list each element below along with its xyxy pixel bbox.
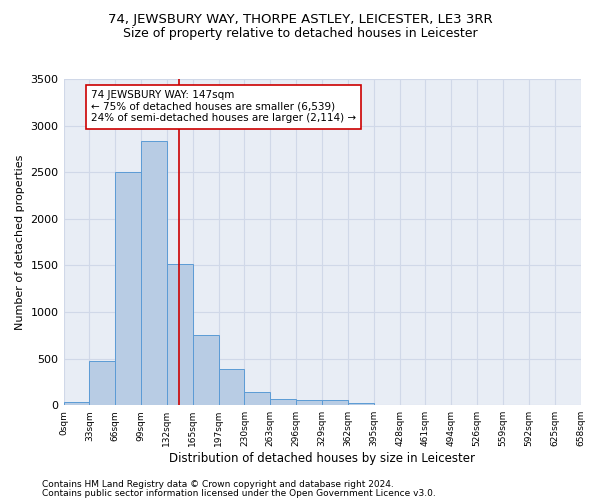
Bar (89, 362, 115, 405)
X-axis label: Distribution of detached houses by size in Leicester: Distribution of detached houses by size … (169, 452, 475, 465)
Y-axis label: Number of detached properties: Number of detached properties (15, 154, 25, 330)
Bar (244, 392, 271, 405)
Bar (141, 142, 167, 405)
Text: 74 JEWSBURY WAY: 147sqm
← 75% of detached houses are smaller (6,539)
24% of semi: 74 JEWSBURY WAY: 147sqm ← 75% of detache… (91, 90, 356, 124)
Text: 74, JEWSBURY WAY, THORPE ASTLEY, LEICESTER, LE3 3RR: 74, JEWSBURY WAY, THORPE ASTLEY, LEICEST… (107, 12, 493, 26)
Text: Size of property relative to detached houses in Leicester: Size of property relative to detached ho… (122, 28, 478, 40)
Bar (271, 398, 296, 405)
Bar (167, 264, 193, 405)
Bar (193, 336, 218, 405)
Bar (218, 369, 244, 405)
Bar (348, 404, 374, 405)
Bar (296, 400, 322, 405)
Bar (322, 400, 348, 405)
Text: Contains HM Land Registry data © Crown copyright and database right 2024.: Contains HM Land Registry data © Crown c… (42, 480, 394, 489)
Bar (64, 402, 89, 405)
Bar (115, 172, 141, 405)
Text: Contains public sector information licensed under the Open Government Licence v3: Contains public sector information licen… (42, 488, 436, 498)
